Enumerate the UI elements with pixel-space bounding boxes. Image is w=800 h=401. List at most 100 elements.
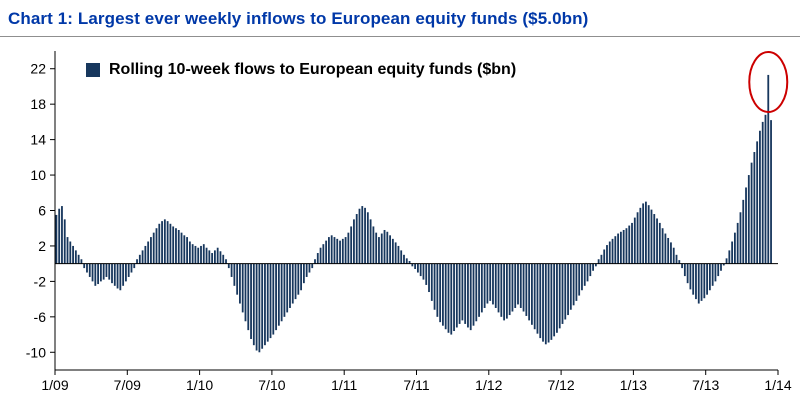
bar (700, 263, 703, 301)
bar (152, 232, 155, 264)
bar (230, 263, 233, 277)
bar (578, 263, 581, 296)
bar (658, 222, 661, 264)
bar (764, 114, 767, 264)
bar (302, 263, 305, 284)
x-tick-label: 7/12 (547, 377, 574, 393)
bar (88, 263, 91, 277)
bar (536, 263, 539, 334)
bar (686, 263, 689, 284)
bar (475, 263, 478, 322)
bar (86, 263, 88, 273)
bar (136, 259, 138, 264)
bar (66, 237, 69, 264)
bar (617, 233, 620, 264)
bar (311, 263, 314, 269)
bar (756, 141, 759, 264)
bar (742, 199, 745, 264)
bar (639, 207, 642, 264)
x-tick-label: 1/14 (764, 377, 791, 393)
bar (119, 263, 122, 291)
bar (102, 263, 105, 280)
bar (564, 263, 567, 320)
bar (347, 232, 350, 264)
bar (478, 263, 480, 317)
bar (283, 263, 286, 317)
bar (728, 250, 731, 264)
bar (219, 251, 222, 264)
bar (194, 245, 197, 264)
chart-area: 22 18 14 10 6 2 -2 -6 -10 1/09 7/09 1/10 7/10 1/11 7/1… (0, 37, 800, 401)
bar (264, 263, 266, 346)
bar (158, 223, 161, 264)
bar (436, 263, 439, 317)
bar (127, 263, 130, 277)
bar (400, 250, 403, 264)
bar (664, 233, 667, 264)
bar (227, 263, 230, 269)
bar (386, 231, 389, 264)
chart-header: Chart 1: Largest ever weekly inflows to … (0, 0, 800, 37)
bar (433, 263, 436, 310)
bar (350, 226, 353, 264)
bar (561, 263, 564, 324)
bar (378, 237, 380, 264)
bar (272, 263, 275, 335)
bar (511, 263, 514, 312)
bar (319, 247, 322, 264)
bar (358, 208, 361, 264)
bar (411, 263, 414, 267)
bar (369, 219, 372, 264)
bar (592, 263, 594, 271)
bar (144, 245, 147, 264)
bar (275, 263, 277, 331)
bar (667, 237, 670, 264)
bar (380, 233, 383, 264)
bar (633, 217, 636, 264)
bar (675, 254, 678, 264)
bar (692, 263, 695, 295)
x-tick-label: 1/09 (41, 377, 68, 393)
bar (425, 263, 428, 285)
bar (678, 260, 681, 264)
bar (200, 245, 202, 264)
bar (308, 263, 311, 273)
bar (489, 263, 492, 301)
bar (416, 263, 419, 273)
bar (469, 263, 472, 331)
bar (122, 263, 125, 286)
bar (133, 263, 136, 269)
bar (305, 263, 308, 277)
bar (69, 241, 72, 264)
y-tick-label: 18 (30, 96, 46, 112)
bar (594, 263, 597, 267)
bar (316, 253, 319, 264)
bar (505, 263, 508, 319)
bar (138, 254, 141, 264)
bar (575, 263, 578, 301)
bar (745, 187, 747, 264)
bar (63, 219, 66, 264)
bar (333, 237, 336, 264)
x-tick-label: 7/09 (114, 377, 141, 393)
bar (703, 263, 706, 299)
y-tick-label: 2 (38, 238, 46, 254)
bar (767, 74, 770, 264)
bar (558, 263, 561, 329)
bar (461, 263, 464, 321)
bar (177, 229, 180, 264)
y-tick-label: 10 (30, 167, 46, 183)
bar (222, 254, 225, 264)
bar (366, 212, 369, 264)
bar (483, 263, 486, 308)
bar (522, 263, 525, 312)
bar (183, 235, 186, 264)
bar (353, 219, 355, 264)
bar (600, 254, 603, 264)
bar (770, 120, 772, 264)
bar (300, 263, 302, 291)
bar (163, 219, 166, 264)
bar (291, 263, 294, 304)
bar (58, 208, 61, 264)
bar (166, 221, 169, 264)
